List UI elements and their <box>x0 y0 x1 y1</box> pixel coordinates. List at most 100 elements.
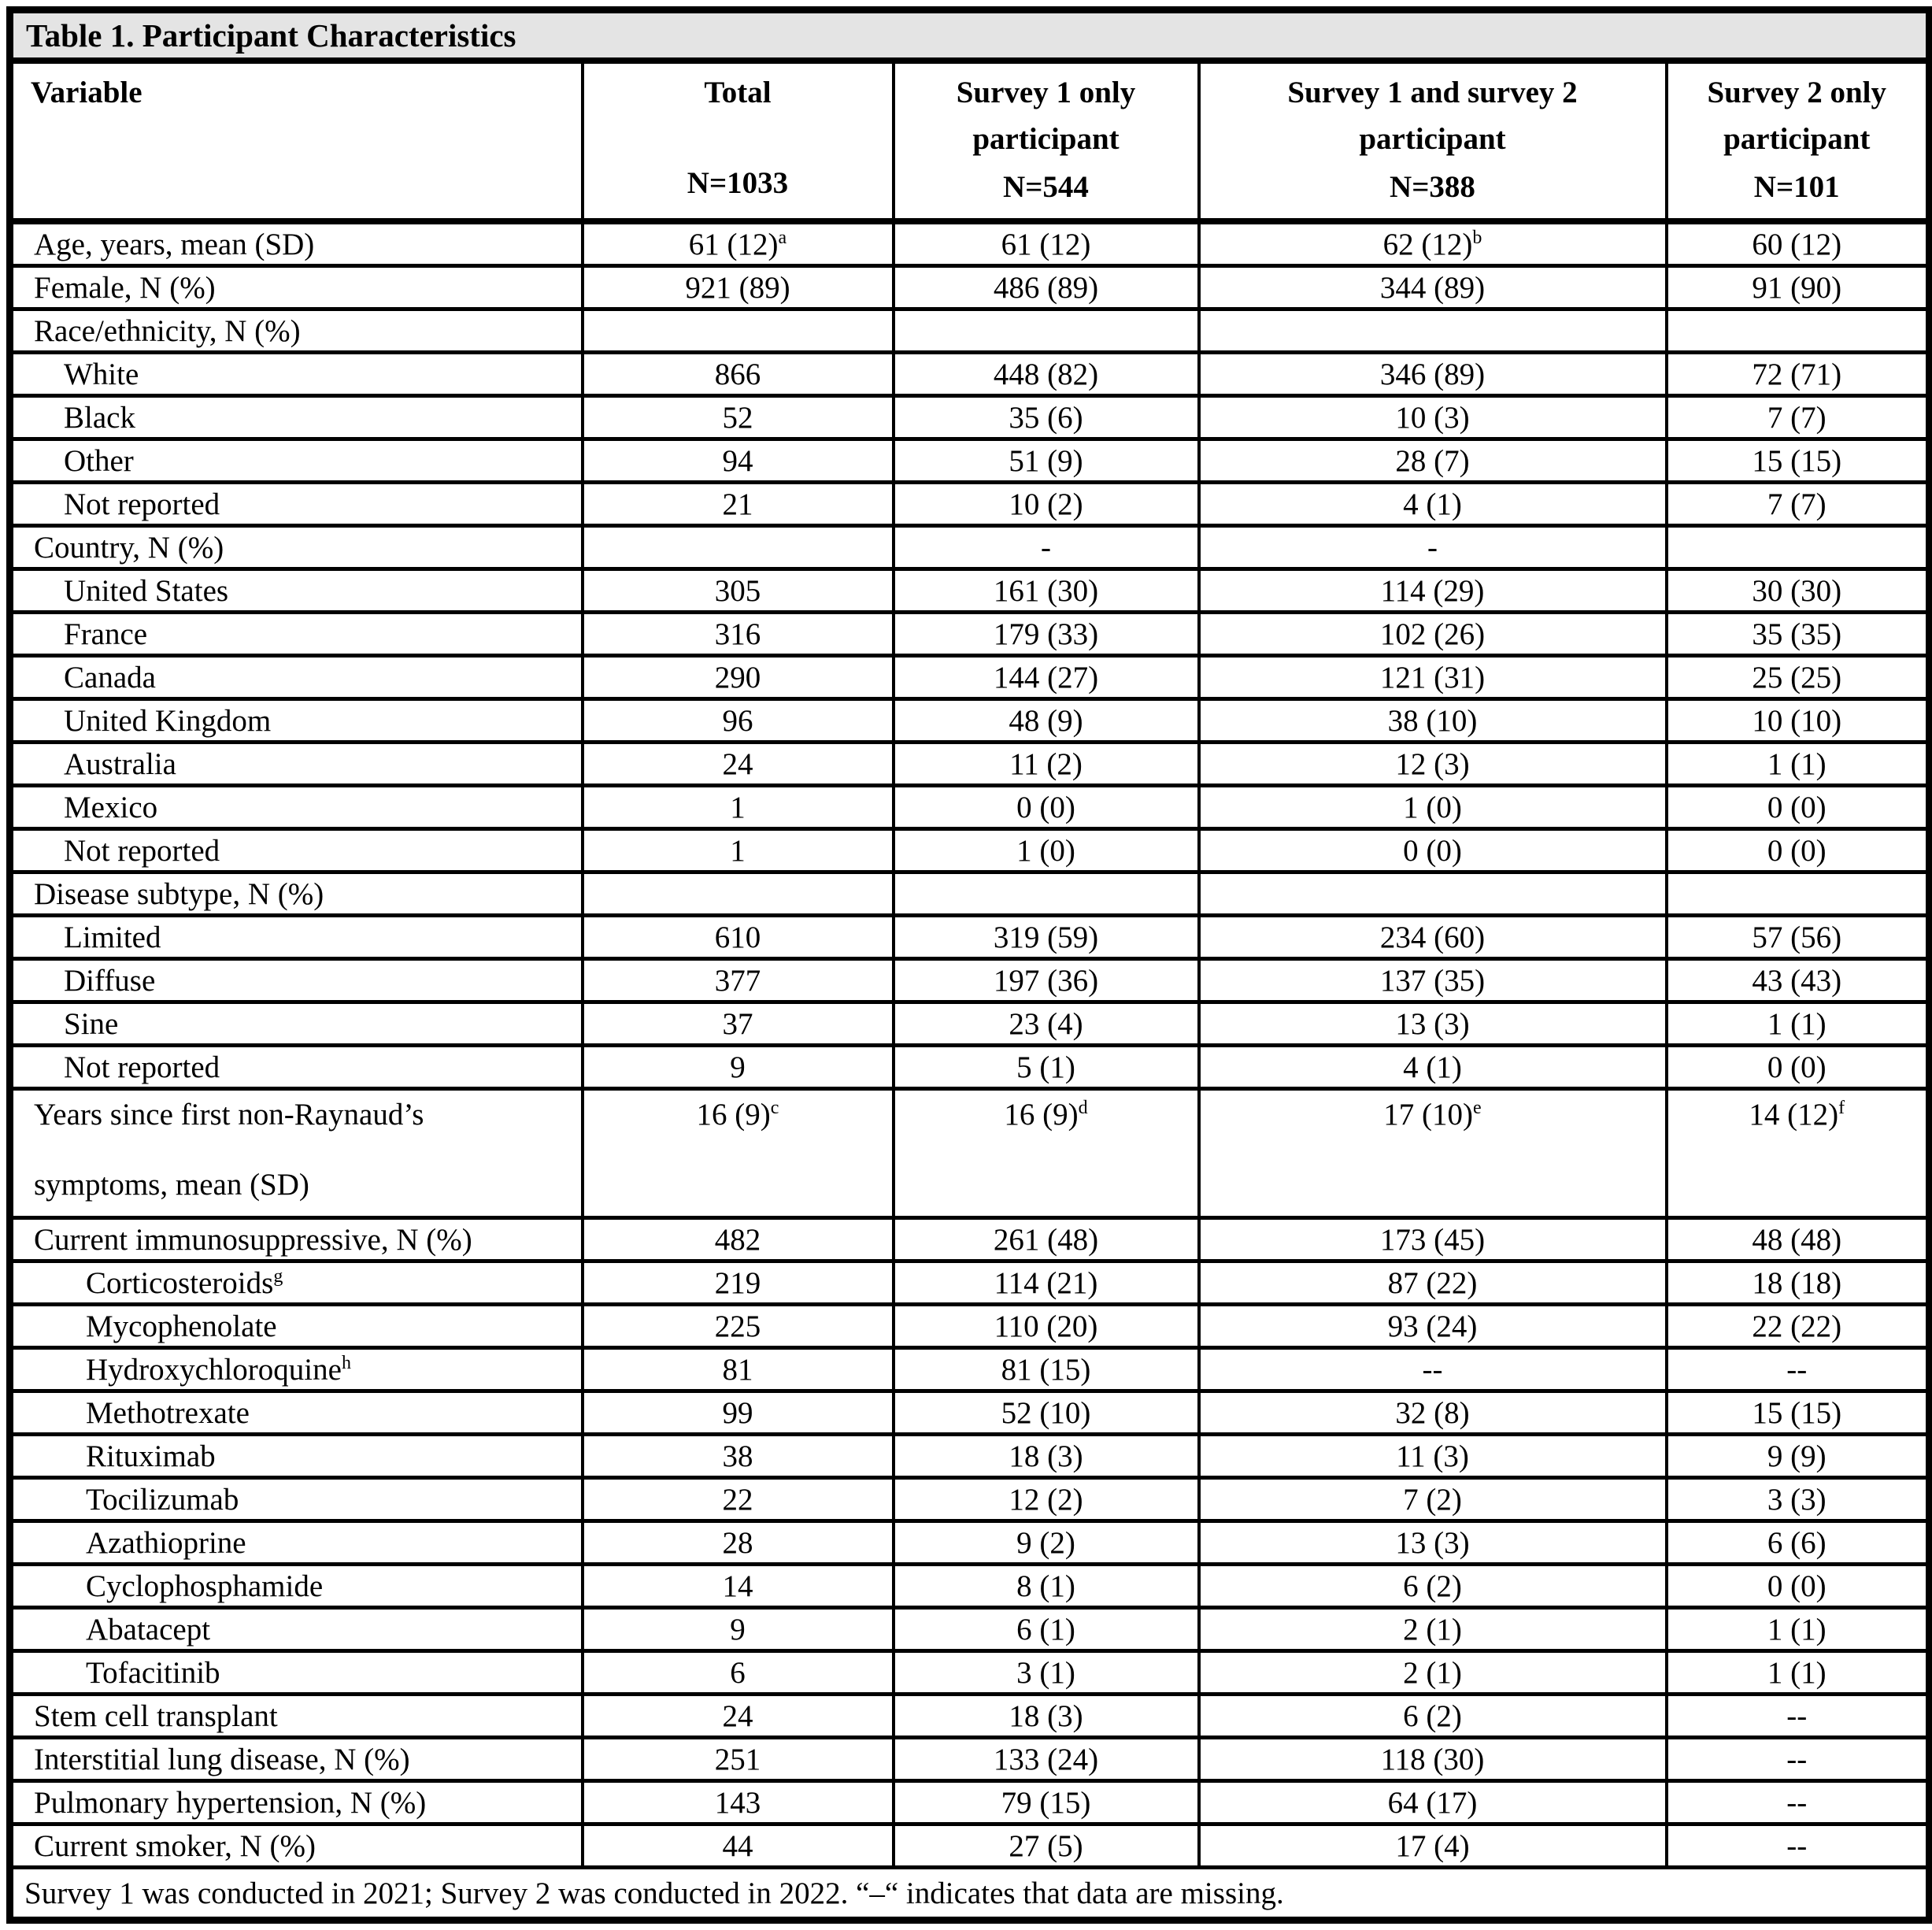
table-row: Other 94 51 (9) 28 (7) 15 (15) <box>8 437 1931 484</box>
row-label-cell: France <box>8 610 584 658</box>
cell-survey1-and-2: -- <box>1197 1346 1668 1393</box>
row-label-cell: Rituximab <box>8 1432 584 1480</box>
cell-survey1-and-2: 344 (89) <box>1197 264 1668 311</box>
cell-survey1-only: 81 (15) <box>891 1346 1201 1393</box>
row-label: Tocilizumab <box>86 1482 239 1517</box>
cell-survey1-only: 1 (0) <box>891 827 1201 874</box>
cell-survey1-and-2: 4 (1) <box>1197 1043 1668 1091</box>
table-row: Canada 290 144 (27) 121 (31) 25 (25) <box>8 654 1931 701</box>
cell-survey1-and-2: 10 (3) <box>1197 394 1668 441</box>
cell-survey2-only: 0 (0) <box>1664 783 1931 831</box>
cell-total: 251 <box>580 1736 895 1783</box>
row-label-cell: Not reported <box>8 827 584 874</box>
header-label: Survey 1 and survey 2 <box>1287 76 1578 109</box>
cell-survey1-only: 27 (5) <box>891 1822 1201 1869</box>
header-n: N=101 <box>1753 169 1840 204</box>
col-header-variable: Variable <box>8 58 584 224</box>
table-row: Current immunosuppressive, N (%) 482 261… <box>8 1216 1931 1263</box>
cell-survey1-and-2: 4 (1) <box>1197 480 1668 528</box>
table-foot: Survey 1 was conducted in 2021; Survey 2… <box>8 1865 1931 1922</box>
row-label-cell: Limited <box>8 913 584 961</box>
table-row: Race/ethnicity, N (%) <box>8 307 1931 354</box>
header-label: Variable <box>31 76 142 109</box>
cell-total: 9 <box>580 1043 895 1091</box>
row-label-cell: Not reported <box>8 1043 584 1091</box>
cell-survey1-only: 18 (3) <box>891 1432 1201 1480</box>
table-row: Tofacitinib 6 3 (1) 2 (1) 1 (1) <box>8 1649 1931 1696</box>
cell-survey2-only: 0 (0) <box>1664 827 1931 874</box>
table-row: Stem cell transplant 24 18 (3) 6 (2) -- <box>8 1692 1931 1739</box>
cell-survey1-only: 79 (15) <box>891 1779 1201 1826</box>
cell-survey1-and-2: - <box>1197 524 1668 571</box>
header-n: N=1033 <box>687 165 789 200</box>
table-row: Black 52 35 (6) 10 (3) 7 (7) <box>8 394 1931 441</box>
row-label: Cyclophosphamide <box>86 1569 324 1603</box>
cell-survey1-and-2: 121 (31) <box>1197 654 1668 701</box>
row-label: Race/ethnicity, N (%) <box>34 313 301 348</box>
row-label-cell: White <box>8 350 584 398</box>
cell-survey2-only: 1 (1) <box>1664 1606 1931 1653</box>
row-label-cell: Not reported <box>8 480 584 528</box>
table-row: Corticosteroidsg 219 114 (21) 87 (22) 18… <box>8 1259 1931 1306</box>
cell-survey2-only: -- <box>1664 1779 1931 1826</box>
cell-total: 143 <box>580 1779 895 1826</box>
row-label-cell: Hydroxychloroquineh <box>8 1346 584 1393</box>
cell-survey1-and-2: 6 (2) <box>1197 1692 1668 1739</box>
cell-survey2-only: 9 (9) <box>1664 1432 1931 1480</box>
cell-total: 96 <box>580 697 895 744</box>
cell-survey1-only: 261 (48) <box>891 1216 1201 1263</box>
cell-survey1-only: 133 (24) <box>891 1736 1201 1783</box>
cell-survey2-only: 7 (7) <box>1664 480 1931 528</box>
header-label: participant <box>1359 121 1506 156</box>
table-row: Sine 37 23 (4) 13 (3) 1 (1) <box>8 1000 1931 1047</box>
table-row: Not reported 21 10 (2) 4 (1) 7 (7) <box>8 480 1931 528</box>
col-header-survey1-only: Survey 1 only participant N=544 <box>891 58 1201 224</box>
row-label-cell: Tocilizumab <box>8 1476 584 1523</box>
row-label: Methotrexate <box>86 1395 250 1430</box>
cell-survey1-only: 0 (0) <box>891 783 1201 831</box>
cell-total: 22 <box>580 1476 895 1523</box>
table-body: Age, years, mean (SD) 61 (12)a 61 (12) 6… <box>8 219 1931 1869</box>
table-row: Mycophenolate 225 110 (20) 93 (24) 22 (2… <box>8 1302 1931 1350</box>
cell-total: 1 <box>580 827 895 874</box>
cell-survey2-only: 7 (7) <box>1664 394 1931 441</box>
cell-survey2-only: -- <box>1664 1736 1931 1783</box>
cell-survey2-only: 1 (1) <box>1664 1649 1931 1696</box>
cell-survey1-and-2: 87 (22) <box>1197 1259 1668 1306</box>
row-label: Years since first non-Raynaud’s <box>34 1098 424 1132</box>
row-label-cell: Race/ethnicity, N (%) <box>8 307 584 354</box>
cell-survey1-only: 10 (2) <box>891 480 1201 528</box>
row-label-cell: Methotrexate <box>8 1389 584 1436</box>
cell-total: 219 <box>580 1259 895 1306</box>
cell-survey1-and-2: 0 (0) <box>1197 827 1668 874</box>
row-label-cell: Black <box>8 394 584 441</box>
cell-total: 921 (89) <box>580 264 895 311</box>
table-row: White 866 448 (82) 346 (89) 72 (71) <box>8 350 1931 398</box>
row-label: Not reported <box>64 833 220 868</box>
cell-survey2-only: 57 (56) <box>1664 913 1931 961</box>
row-label: United Kingdom <box>64 703 272 738</box>
cell-total: 1 <box>580 783 895 831</box>
row-label-cell: Cyclophosphamide <box>8 1562 584 1610</box>
cell-survey1-and-2: 173 (45) <box>1197 1216 1668 1263</box>
row-label-cell: Disease subtype, N (%) <box>8 870 584 917</box>
cell-survey1-and-2: 114 (29) <box>1197 567 1668 614</box>
cell-survey1-only: 12 (2) <box>891 1476 1201 1523</box>
cell-survey1-and-2: 137 (35) <box>1197 957 1668 1004</box>
cell-total: 61 (12)a <box>580 219 895 268</box>
row-label-cell: Country, N (%) <box>8 524 584 571</box>
row-label: Stem cell transplant <box>34 1698 278 1733</box>
row-label: Age, years, mean (SD) <box>34 227 315 261</box>
row-label: Current smoker, N (%) <box>34 1828 316 1863</box>
table-row: Limited 610 319 (59) 234 (60) 57 (56) <box>8 913 1931 961</box>
cell-total: 377 <box>580 957 895 1004</box>
cell-total: 9 <box>580 1606 895 1653</box>
cell-survey2-only: -- <box>1664 1822 1931 1869</box>
cell-survey1-and-2: 346 (89) <box>1197 350 1668 398</box>
cell-survey1-only: 114 (21) <box>891 1259 1201 1306</box>
cell-survey1-and-2: 12 (3) <box>1197 740 1668 787</box>
row-label-cell: Tofacitinib <box>8 1649 584 1696</box>
table-row: Disease subtype, N (%) <box>8 870 1931 917</box>
cell-survey2-only: 22 (22) <box>1664 1302 1931 1350</box>
cell-survey1-only: 6 (1) <box>891 1606 1201 1653</box>
